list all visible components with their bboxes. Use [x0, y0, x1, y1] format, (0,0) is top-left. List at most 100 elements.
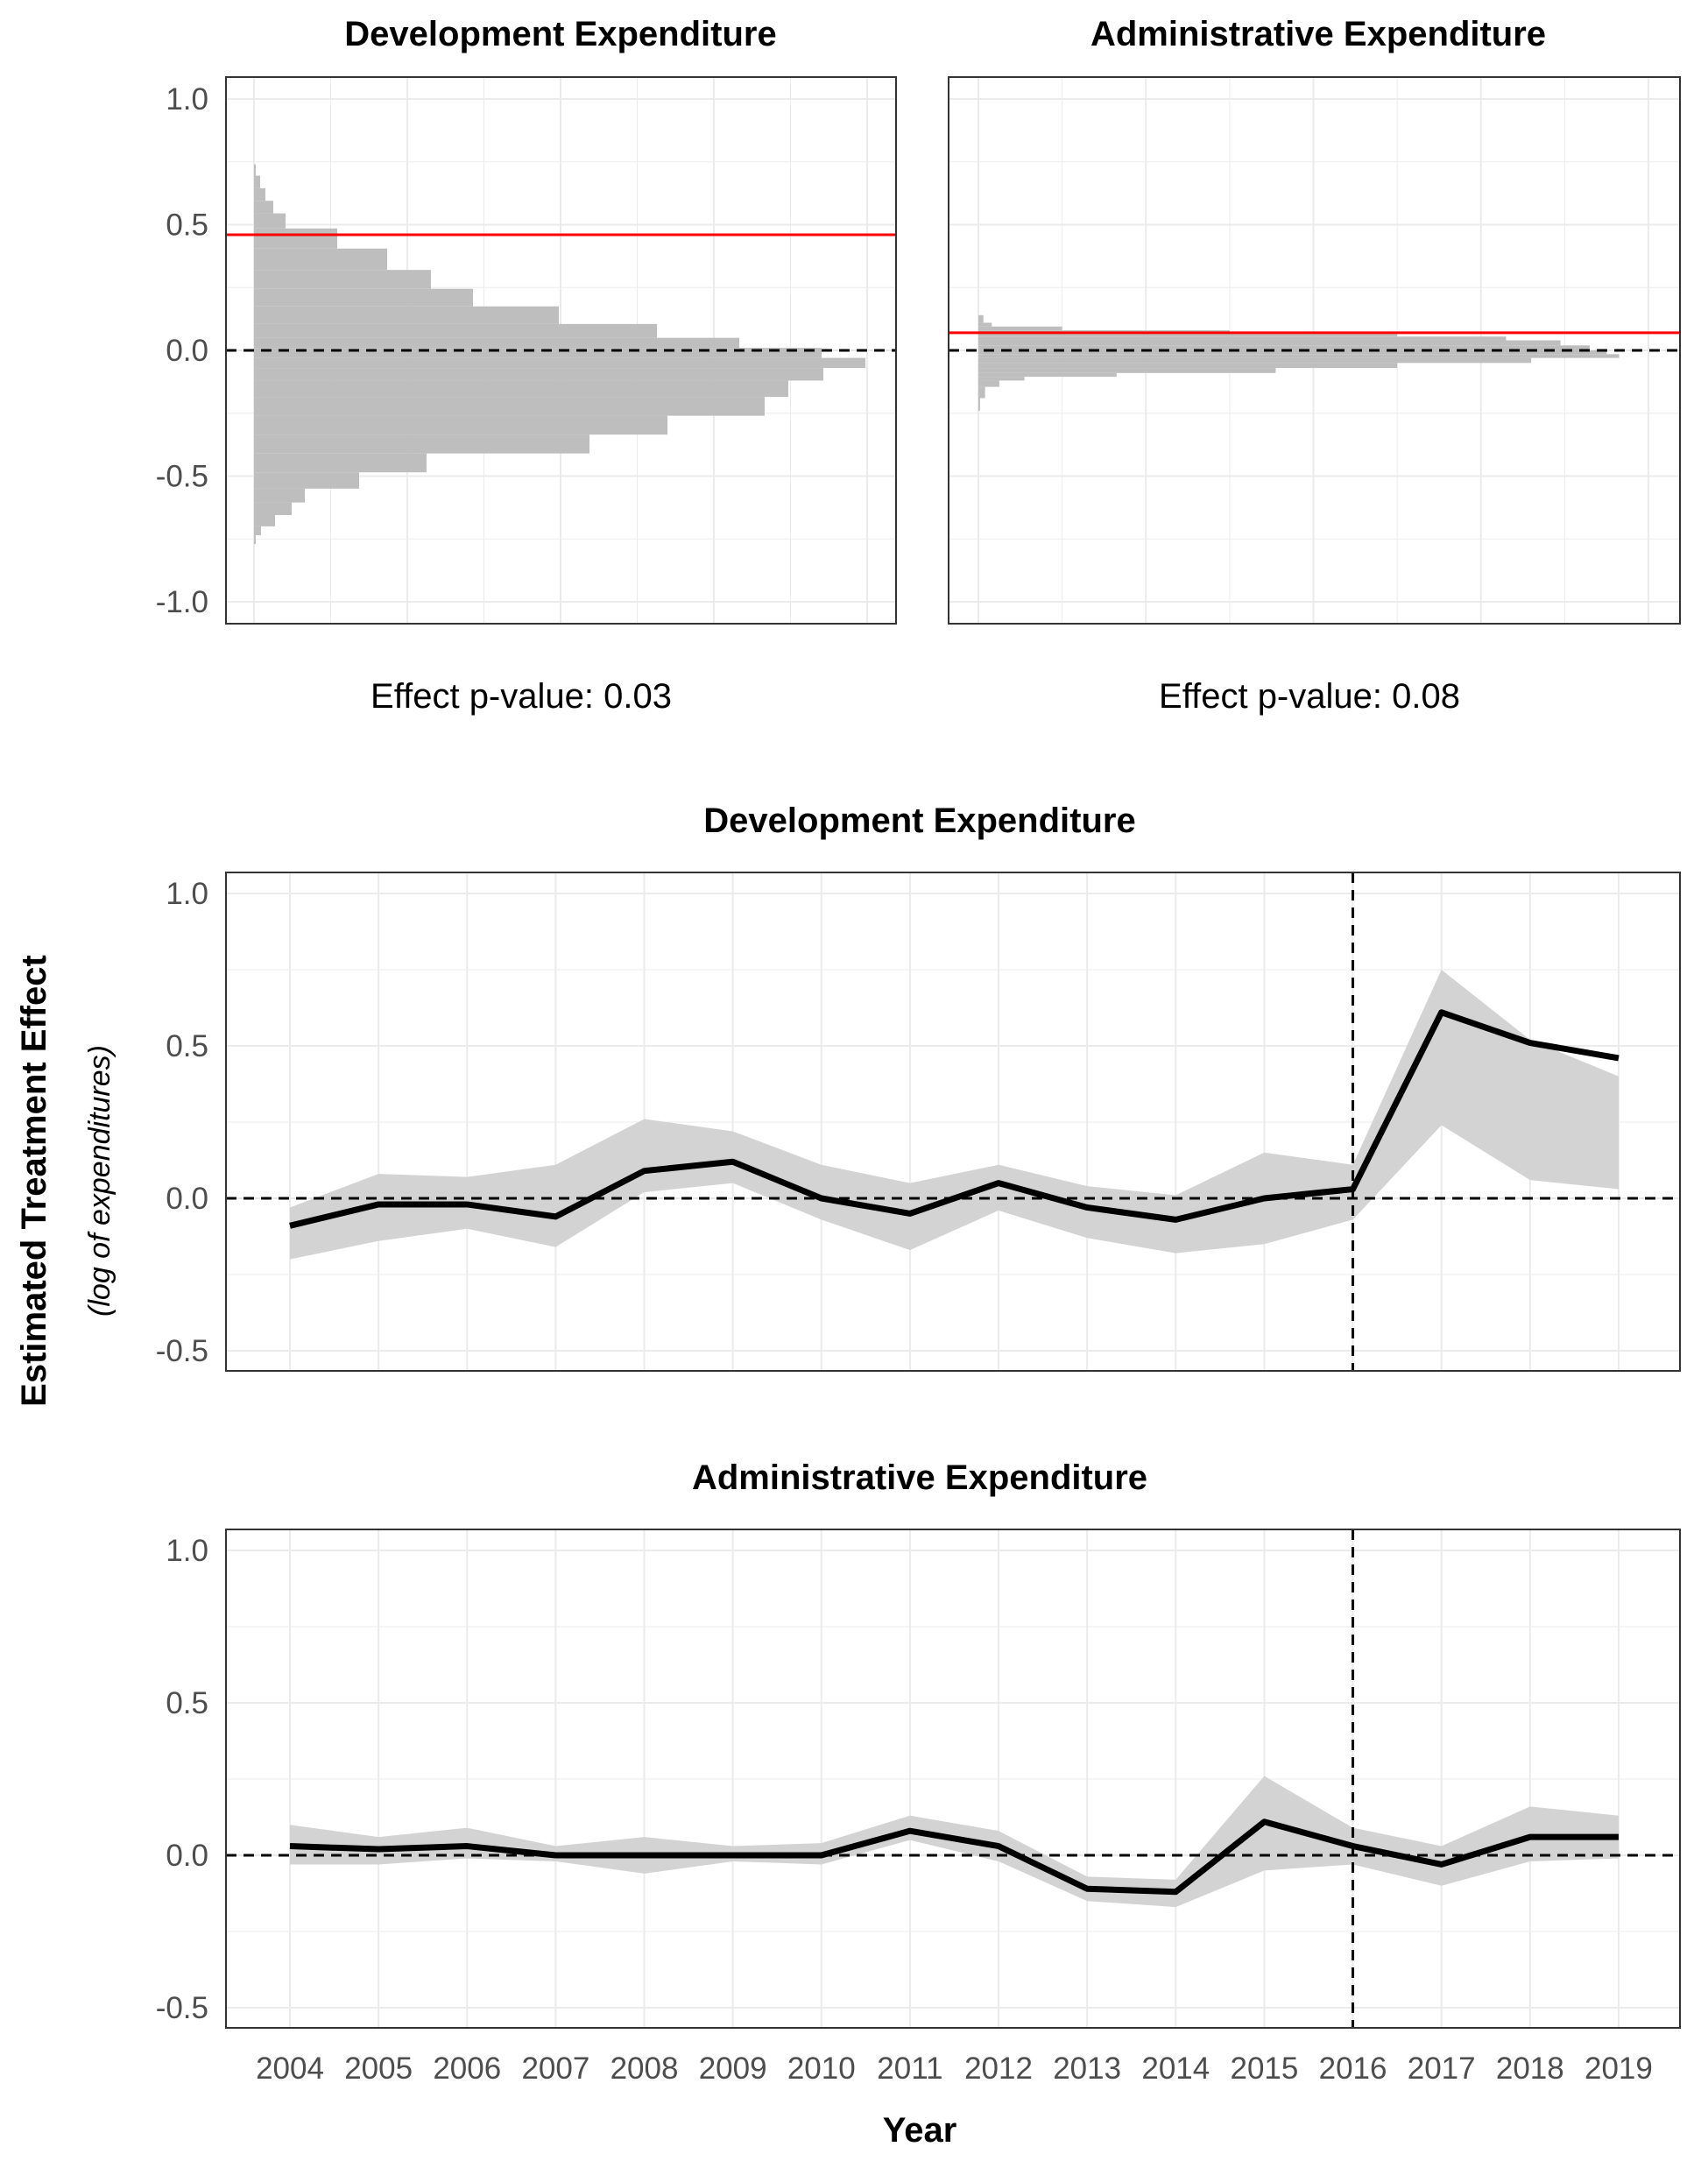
histogram-bar	[254, 472, 359, 489]
histogram-bar	[978, 363, 1398, 369]
histogram-bar	[978, 372, 1117, 378]
histogram-bar	[254, 201, 273, 214]
histogram-bar	[254, 164, 256, 176]
panel-development-line: Development Expenditure 1.0 0.5 0.0 -0.5	[156, 802, 1681, 1372]
histogram-bar	[978, 322, 992, 327]
p-value-development: Effect p-value: 0.03	[371, 677, 672, 716]
histogram-bar	[254, 488, 305, 503]
panel-development-histogram: Development Expenditure 1.0 0.5 0.0 -0.5 -1.…	[156, 15, 897, 716]
histogram-bar	[978, 386, 985, 399]
y-tick-label: -0.5	[156, 460, 208, 494]
histogram-bar	[254, 434, 589, 454]
x-tick-label: 2015	[1230, 2051, 1298, 2086]
histogram-bar	[978, 345, 1591, 350]
y-tick-label: -0.5	[156, 1334, 208, 1368]
histogram-bar	[254, 348, 822, 358]
histogram-bar	[978, 377, 1025, 381]
histogram-bar	[978, 368, 1276, 373]
histogram-bar	[254, 337, 739, 349]
x-tick-label: 2011	[877, 2051, 942, 2086]
gridlines-panel-4	[226, 1529, 1680, 2028]
panel-administrative-histogram: Administrative Expenditure Effect p-valu…	[948, 15, 1681, 716]
y-tick-label: 1.0	[166, 82, 208, 117]
y-tick-label: 0.5	[166, 1686, 208, 1720]
x-tick-label: 2005	[344, 2051, 413, 2086]
histogram-bar	[254, 288, 473, 307]
y-tick-label: 0.5	[166, 1029, 208, 1063]
histogram-bar	[254, 187, 265, 201]
panel-frame-1	[225, 76, 897, 625]
histogram-bar	[978, 326, 1062, 331]
panel-frame-4	[225, 1529, 1681, 2029]
confidence-band-development	[290, 970, 1619, 1260]
y-ticks-panel-3: 1.0 0.5 0.0 -0.5	[156, 877, 208, 1368]
y-ticks-panel-1: 1.0 0.5 0.0 -0.5 -1.0	[156, 82, 208, 619]
x-tick-label: 2006	[433, 2051, 501, 2086]
x-tick-label: 2017	[1408, 2051, 1476, 2086]
x-tick-label: 2016	[1319, 2051, 1387, 2086]
x-ticks-year: 2004 2005 2006 2007 2008 2009 2010 2011 2012 2013…	[256, 2051, 1653, 2086]
y-tick-label: -0.5	[156, 1991, 208, 2025]
y-ticks-panel-4: 1.0 0.5 0.0 -0.5	[156, 1534, 208, 2025]
histogram-bar	[254, 380, 788, 398]
histogram-bar	[254, 306, 559, 324]
shared-y-axis-label: Estimated Treatment Effect	[15, 955, 53, 1407]
y-tick-label: 1.0	[166, 1534, 208, 1568]
panel-title-administrative-line: Administrative Expenditure	[692, 1458, 1147, 1497]
histogram-bar	[254, 357, 865, 369]
x-tick-label: 2008	[611, 2051, 679, 2086]
y-tick-label: 0.5	[166, 208, 208, 243]
histogram-bar	[254, 248, 387, 271]
panel-frame-3	[225, 872, 1681, 1372]
y-tick-label: -1.0	[156, 585, 208, 619]
y-tick-label: 1.0	[166, 877, 208, 911]
p-value-administrative: Effect p-value: 0.08	[1159, 677, 1460, 716]
histogram-bar	[254, 453, 427, 473]
shared-y-axis-sublabel: (log of expenditures)	[83, 1045, 116, 1317]
x-axis-label: Year	[883, 2111, 957, 2150]
x-tick-label: 2012	[964, 2051, 1033, 2086]
estimate-line-administrative	[289, 1818, 1619, 1896]
histogram-bar	[254, 397, 765, 416]
panel-title-development-histogram: Development Expenditure	[344, 15, 776, 53]
estimate-line-development	[289, 1009, 1620, 1229]
histogram-bar	[254, 270, 431, 289]
histogram-bar	[254, 213, 286, 229]
y-tick-label: 0.0	[166, 1839, 208, 1873]
histogram-bar	[978, 380, 999, 387]
x-tick-label: 2010	[787, 2051, 856, 2086]
histogram-bar	[978, 340, 1561, 346]
histogram-bar	[254, 514, 275, 526]
histogram-bars-administrative	[978, 314, 1620, 411]
panel-frame-2	[948, 76, 1681, 625]
histogram-bar	[254, 526, 261, 535]
histogram-bar	[978, 350, 1607, 355]
panel-title-administrative-histogram: Administrative Expenditure	[1090, 15, 1546, 53]
histogram-bar	[978, 314, 984, 323]
x-tick-label: 2007	[521, 2051, 589, 2086]
histogram-bar	[978, 398, 980, 411]
histogram-bar	[978, 336, 1507, 341]
panel-administrative-line: Administrative Expenditure 1.0 0.5 0.0 -0.5…	[156, 1458, 1681, 2150]
histogram-bar	[978, 334, 1398, 337]
histogram-bar	[978, 357, 1532, 364]
y-tick-label: 0.0	[166, 334, 208, 368]
x-tick-label: 2009	[699, 2051, 767, 2086]
gridlines-panel-3	[226, 872, 1680, 1371]
histogram-bar	[254, 368, 823, 381]
panel-title-development-line: Development Expenditure	[703, 802, 1135, 840]
histogram-bar	[254, 228, 337, 249]
histogram-bar	[254, 534, 256, 544]
x-tick-label: 2014	[1141, 2051, 1210, 2086]
histogram-bar	[254, 323, 657, 338]
histogram-bar	[254, 175, 260, 188]
histogram-bar	[254, 415, 667, 435]
histogram-bar	[978, 354, 1620, 358]
x-tick-label: 2004	[256, 2051, 324, 2086]
histogram-bar	[254, 502, 292, 515]
x-tick-label: 2019	[1584, 2051, 1653, 2086]
x-tick-label: 2013	[1053, 2051, 1121, 2086]
y-tick-label: 0.0	[166, 1182, 208, 1216]
x-tick-label: 2018	[1496, 2051, 1564, 2086]
